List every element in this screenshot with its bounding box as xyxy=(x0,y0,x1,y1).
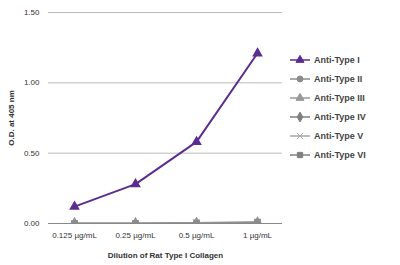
svg-text:0.50: 0.50 xyxy=(24,149,40,158)
html-text:Anti-Type V: Anti-Type V xyxy=(314,130,364,141)
html-text:Anti-Type II: Anti-Type II xyxy=(314,73,363,84)
svg-text:0.125 µg/mL: 0.125 µg/mL xyxy=(52,231,97,240)
svg-text:0.5 µg/mL: 0.5 µg/mL xyxy=(179,231,215,240)
html-text:Anti-Type I: Anti-Type I xyxy=(314,54,360,65)
svg-text:0.25 µg/mL: 0.25 µg/mL xyxy=(115,231,156,240)
svg-text:O.D. at 405 nm: O.D. at 405 nm xyxy=(7,90,16,146)
svg-text:Dilution of Rat Type I Collage: Dilution of Rat Type I Collagen xyxy=(108,251,224,260)
svg-text:1.00: 1.00 xyxy=(24,78,40,87)
svg-text:1 µg/mL: 1 µg/mL xyxy=(243,231,273,240)
html-text:Anti-Type III: Anti-Type III xyxy=(314,92,365,103)
svg-text:1.50: 1.50 xyxy=(24,8,40,17)
svg-text:0.00: 0.00 xyxy=(24,219,40,228)
html-text:Anti-Type IV: Anti-Type IV xyxy=(314,111,366,122)
html-text:Anti-Type VI: Anti-Type VI xyxy=(314,149,366,160)
